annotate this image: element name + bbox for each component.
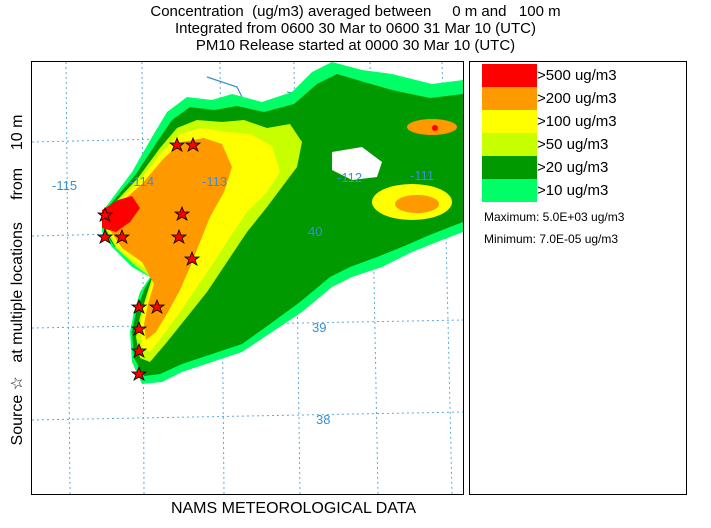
legend-label: >10 ug/m3 (537, 182, 609, 199)
data-source-label: NAMS METEOROLOGICAL DATA (170, 500, 417, 517)
source-star-icon (96, 206, 114, 222)
source-star-icon (183, 250, 201, 266)
source-star-icon (173, 205, 191, 221)
legend-swatch (482, 156, 537, 179)
maximum-value: Maximum: 5.0E+03 ug/m3 (484, 210, 625, 224)
grid-label-lon: -115 (52, 178, 77, 193)
source-star-icon (130, 298, 148, 314)
map-panel: -115 -114 -113 -112 -111 40 39 38 (31, 61, 464, 495)
title-line-3: Integrated from 0600 30 Mar to 0600 31 M… (174, 20, 536, 37)
legend-label: >500 ug/m3 (537, 67, 617, 84)
source-star-icon (184, 136, 202, 152)
northeast-patch (407, 119, 457, 135)
northeast-red-dot (432, 125, 438, 131)
legend-swatch (482, 87, 537, 110)
source-star-icon (96, 228, 114, 244)
source-star-icon (130, 320, 148, 336)
title-line-4: PM10 Release started at 0000 30 Mar 10 (… (195, 37, 516, 54)
title-line-2: Concentration (ug/m3) averaged between 0… (150, 3, 561, 20)
plume-200 (110, 138, 232, 340)
source-star-icon (170, 228, 188, 244)
legend-label: >20 ug/m3 (537, 159, 609, 176)
legend-swatch (482, 179, 537, 202)
east-patch-orange (395, 195, 439, 213)
source-star-icon (130, 342, 148, 358)
map-svg: -115 -114 -113 -112 -111 40 39 38 (32, 62, 463, 494)
source-star-icon (113, 228, 131, 244)
legend-label: >50 ug/m3 (537, 136, 609, 153)
source-star-icon (130, 365, 148, 381)
legend-row: >500 ug/m3 (482, 64, 617, 87)
legend-row: >50 ug/m3 (482, 133, 608, 156)
legend-panel: >500 ug/m3 >200 ug/m3 >100 ug/m3 >50 ug/… (469, 61, 687, 495)
legend-swatch (482, 110, 537, 133)
legend-swatch (482, 133, 537, 156)
grid-labels: -115 -114 -113 -112 -111 40 39 38 (52, 168, 434, 427)
grid-label-lat: 40 (308, 224, 322, 239)
legend-row: >20 ug/m3 (482, 156, 608, 179)
grid-label-lon: -113 (202, 174, 227, 189)
source-star-icon (148, 298, 166, 314)
legend-row: >200 ug/m3 (482, 87, 617, 110)
grid-label-lat: 38 (316, 412, 330, 427)
grid-label-lon: -114 (129, 174, 154, 189)
plume-500 (102, 196, 140, 232)
minimum-value: Minimum: 7.0E-05 ug/m3 (484, 232, 619, 246)
grid-label-lat: 39 (312, 320, 326, 335)
legend-row: >100 ug/m3 (482, 110, 617, 133)
legend-swatch (482, 64, 537, 87)
grid-label-lon: -112 (337, 170, 362, 185)
source-markers (96, 136, 202, 381)
legend-row: >10 ug/m3 (482, 179, 608, 202)
source-star-icon (168, 136, 186, 152)
source-side-label: Source ☆ at multiple locations from 10 m (9, 114, 26, 446)
grid-label-lon: -111 (410, 168, 434, 183)
legend-label: >100 ug/m3 (537, 113, 617, 130)
plume-gap (332, 147, 382, 180)
legend-label: >200 ug/m3 (537, 90, 617, 107)
